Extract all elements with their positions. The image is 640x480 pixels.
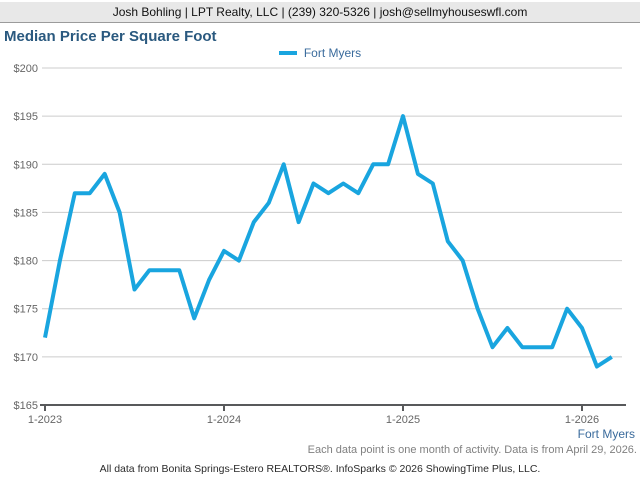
chart-title: Median Price Per Square Foot [4,28,217,45]
price-chart: $165 $170 $175 $180 $185 $190 $195 $200 1-2023 1-… [14,63,626,426]
legend-line-swatch [278,51,297,55]
data-note: Each data point is one month of activity… [307,444,637,456]
footer-series-label: Fort Myers [577,427,635,441]
y-tick-label: $185 [14,207,38,219]
y-tick-label: $200 [14,63,38,75]
y-tick-label: $165 [14,400,38,412]
y-tick-label: $195 [14,111,38,123]
chart-legend: Fort Myers [0,46,640,60]
y-tick-label: $190 [14,159,38,171]
y-tick-label: $175 [14,304,38,316]
x-tick-label: 1-2024 [207,414,241,426]
x-tick-label: 1-2026 [565,414,599,426]
y-tick-label: $180 [14,256,38,268]
fort-myers-line [43,114,613,369]
y-tick-label: $170 [14,352,38,364]
x-tick-label: 1-2025 [386,414,420,426]
legend-item-fort-myers[interactable]: Fort Myers [303,46,362,60]
branding-header: Josh Bohling | LPT Realty, LLC | (239) 3… [0,2,640,23]
x-tick-label: 1-2023 [28,414,62,426]
attribution-text: All data from Bonita Springs-Estero REAL… [99,463,541,475]
agent-contact-info: Josh Bohling | LPT Realty, LLC | (239) 3… [112,5,528,19]
